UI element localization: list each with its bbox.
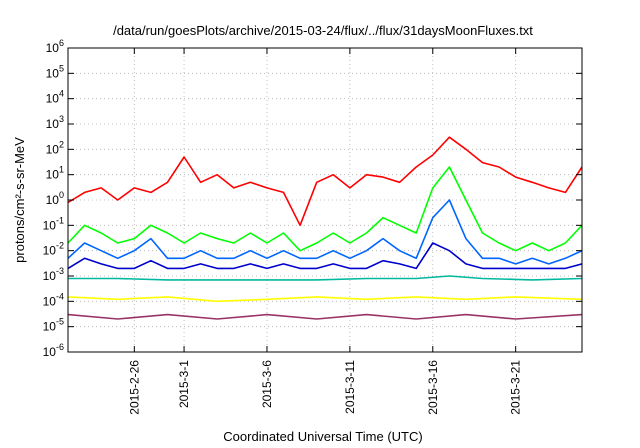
y-tick-label: 105 [46, 63, 64, 80]
x-tick-label: 2015-3-21 [509, 360, 523, 415]
chart-title: /data/run/goesPlots/archive/2015-03-24/f… [113, 23, 533, 38]
series-line-7 [68, 313, 582, 320]
y-tick-label: 10-1 [43, 215, 64, 232]
y-tick-label: 10-3 [43, 266, 64, 283]
y-axis-ticks: 106 105 104 103 102 101 100 10-1 10-2 10-3 10-4 10-… [43, 38, 582, 359]
y-tick-label: 103 [46, 114, 64, 131]
x-tick-label: 2015-2-26 [127, 360, 141, 415]
series-line-3 [68, 199, 582, 265]
y-axis-label: protons/cm²-s-sr-MeV [12, 137, 27, 263]
series-line-1 [68, 136, 582, 227]
y-tick-label: 102 [46, 139, 64, 156]
x-tick-label: 2015-3-16 [426, 360, 440, 415]
x-axis-label: Coordinated Universal Time (UTC) [223, 429, 422, 444]
y-tick-label: 104 [46, 89, 64, 106]
x-tick-label: 2015-3-11 [343, 360, 357, 414]
y-tick-label: 101 [46, 165, 64, 182]
grid [68, 48, 582, 352]
y-tick-label: 10-5 [43, 317, 64, 334]
y-tick-label: 100 [46, 190, 64, 207]
x-tick-label: 2015-3-1 [177, 360, 191, 408]
x-axis-ticks: 2015-2-26 2015-3-1 2015-3-6 2015-3-11 2015-3… [127, 48, 523, 415]
series-layer [68, 136, 582, 320]
y-tick-label: 106 [46, 38, 64, 55]
y-tick-label: 10-6 [43, 342, 64, 359]
x-tick-label: 2015-3-6 [260, 360, 274, 408]
y-tick-label: 10-4 [43, 291, 64, 308]
y-tick-label: 10-2 [43, 241, 64, 258]
series-line-5 [68, 275, 582, 281]
series-line-4 [68, 242, 582, 270]
series-line-2 [68, 166, 582, 252]
series-line-6 [68, 296, 582, 303]
